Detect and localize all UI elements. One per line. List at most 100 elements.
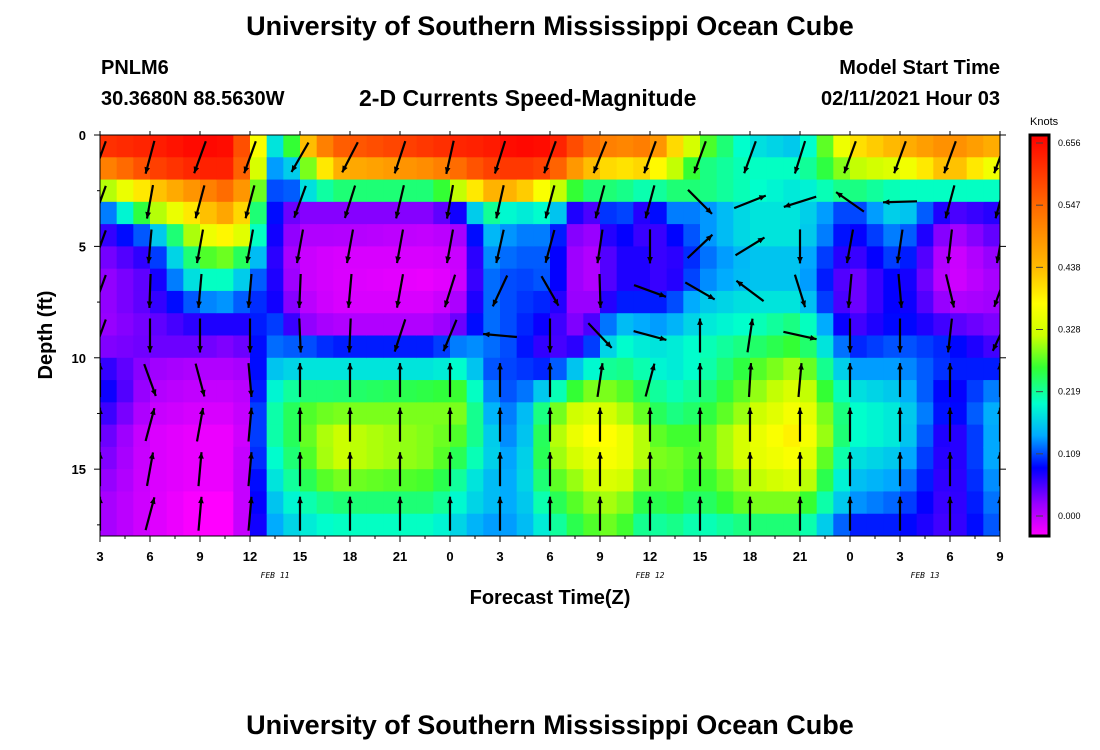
colorbar: Knots 0.656 0.547 0.438 0.328 0.219 0.109 0.00…: [1028, 116, 1081, 538]
current-vector: [547, 496, 553, 531]
heatmap-cell: [916, 357, 934, 381]
current-vector: [897, 496, 903, 531]
heatmap-cell: [283, 268, 301, 292]
heatmap-cell: [983, 201, 1000, 225]
heatmap-cell: [750, 268, 768, 292]
heatmap-cell: [283, 469, 301, 493]
heatmap-cell: [466, 402, 484, 426]
heatmap-cell: [400, 446, 418, 470]
heatmap-cell: [983, 380, 1000, 403]
heatmap-cell: [850, 201, 868, 225]
heatmap-cell: [566, 268, 584, 292]
heatmap-cell: [316, 157, 334, 181]
heatmap-cell: [800, 246, 818, 270]
heatmap-cell: [550, 224, 568, 247]
heatmap-cell: [250, 357, 268, 381]
current-vector: [297, 496, 303, 531]
heatmap-cell: [716, 157, 734, 181]
heatmap-cell: [316, 424, 334, 448]
heatmap-cell: [383, 357, 401, 381]
heatmap-cell: [866, 268, 884, 292]
heatmap-cell: [400, 290, 418, 314]
heatmap-cell: [816, 446, 834, 470]
heatmap-cell: [250, 402, 268, 426]
heatmap-cell: [216, 491, 234, 515]
current-vector: [347, 363, 353, 398]
heatmap-cell: [766, 491, 784, 515]
heatmap-cell: [983, 357, 1000, 381]
current-vector: [697, 318, 703, 353]
heatmap-cell: [200, 268, 218, 292]
heatmap-cell: [666, 446, 684, 470]
heatmap-cell: [133, 313, 151, 337]
heatmap-cell: [883, 424, 901, 448]
heatmap-cell: [250, 469, 268, 493]
heatmap-cell: [800, 201, 818, 225]
heatmap-cell: [616, 335, 634, 359]
heatmap-cell: [333, 224, 351, 247]
heatmap-cell: [250, 335, 268, 359]
heatmap-cell: [850, 179, 868, 203]
heatmap-cell: [150, 380, 168, 403]
current-vector: [145, 184, 155, 219]
heatmap-cell: [333, 135, 351, 158]
current-vector: [347, 407, 353, 442]
heatmap-cell: [466, 335, 484, 359]
heatmap-cell: [433, 513, 451, 536]
heatmap-cell: [983, 513, 1000, 536]
heatmap-cell: [166, 201, 184, 225]
heatmap-cell: [416, 290, 434, 314]
heatmap-cell: [800, 402, 818, 426]
x-tick-label: 6: [546, 549, 553, 564]
axes: 3 6 9 12 15 18 21 0 3 6 9 12 15 18 21 0 3 6 9 FEB 11 FEB 12 F…: [72, 128, 1006, 580]
heatmap-cell: [483, 201, 501, 225]
heatmap-cell: [200, 446, 218, 470]
heatmap-cell: [883, 335, 901, 359]
heatmap-cell: [783, 246, 801, 270]
current-vector: [594, 185, 606, 219]
current-vector: [597, 273, 604, 308]
current-vector: [697, 363, 703, 398]
heatmap-cell: [866, 224, 884, 247]
heatmap-cell: [750, 513, 768, 536]
heatmap-cell: [833, 313, 851, 337]
heatmap-cell: [100, 469, 118, 493]
heatmap-cell: [500, 290, 518, 314]
heatmap-cell: [516, 424, 534, 448]
heatmap-cell: [616, 357, 634, 381]
current-vector: [895, 229, 904, 264]
heatmap-cell: [500, 157, 518, 181]
heatmap-cell: [550, 380, 568, 403]
current-vector: [297, 363, 303, 398]
heatmap-cell: [150, 335, 168, 359]
heatmap-cell: [900, 469, 918, 493]
heatmap-cell: [516, 402, 534, 426]
heatmap-cell: [416, 268, 434, 292]
heatmap-cell: [800, 380, 818, 403]
current-vector: [793, 274, 807, 308]
heatmap-cell: [516, 446, 534, 470]
heatmap-cell: [716, 469, 734, 493]
current-vector: [946, 318, 953, 353]
colorbar-tick-label: 0.438: [1058, 262, 1081, 272]
heatmap-cell: [516, 246, 534, 270]
heatmap-cell: [133, 402, 151, 426]
heatmap-cell: [183, 179, 201, 203]
current-vector: [944, 274, 956, 308]
heatmap-cell: [200, 513, 218, 536]
heatmap-cell: [533, 313, 551, 337]
heatmap-cell: [666, 402, 684, 426]
heatmap-cell: [933, 335, 951, 359]
heatmap-cell: [100, 513, 118, 536]
heatmap-cell: [866, 424, 884, 448]
heatmap-cell: [500, 446, 518, 470]
heatmap-cell: [350, 313, 368, 337]
current-vector: [144, 497, 156, 531]
heatmap-cell: [550, 135, 568, 158]
current-vector: [687, 189, 713, 215]
heatmap-cell: [916, 313, 934, 337]
heatmap-cell: [483, 268, 501, 292]
current-vector: [144, 407, 156, 442]
heatmap-cell: [433, 246, 451, 270]
current-vector: [497, 496, 503, 531]
